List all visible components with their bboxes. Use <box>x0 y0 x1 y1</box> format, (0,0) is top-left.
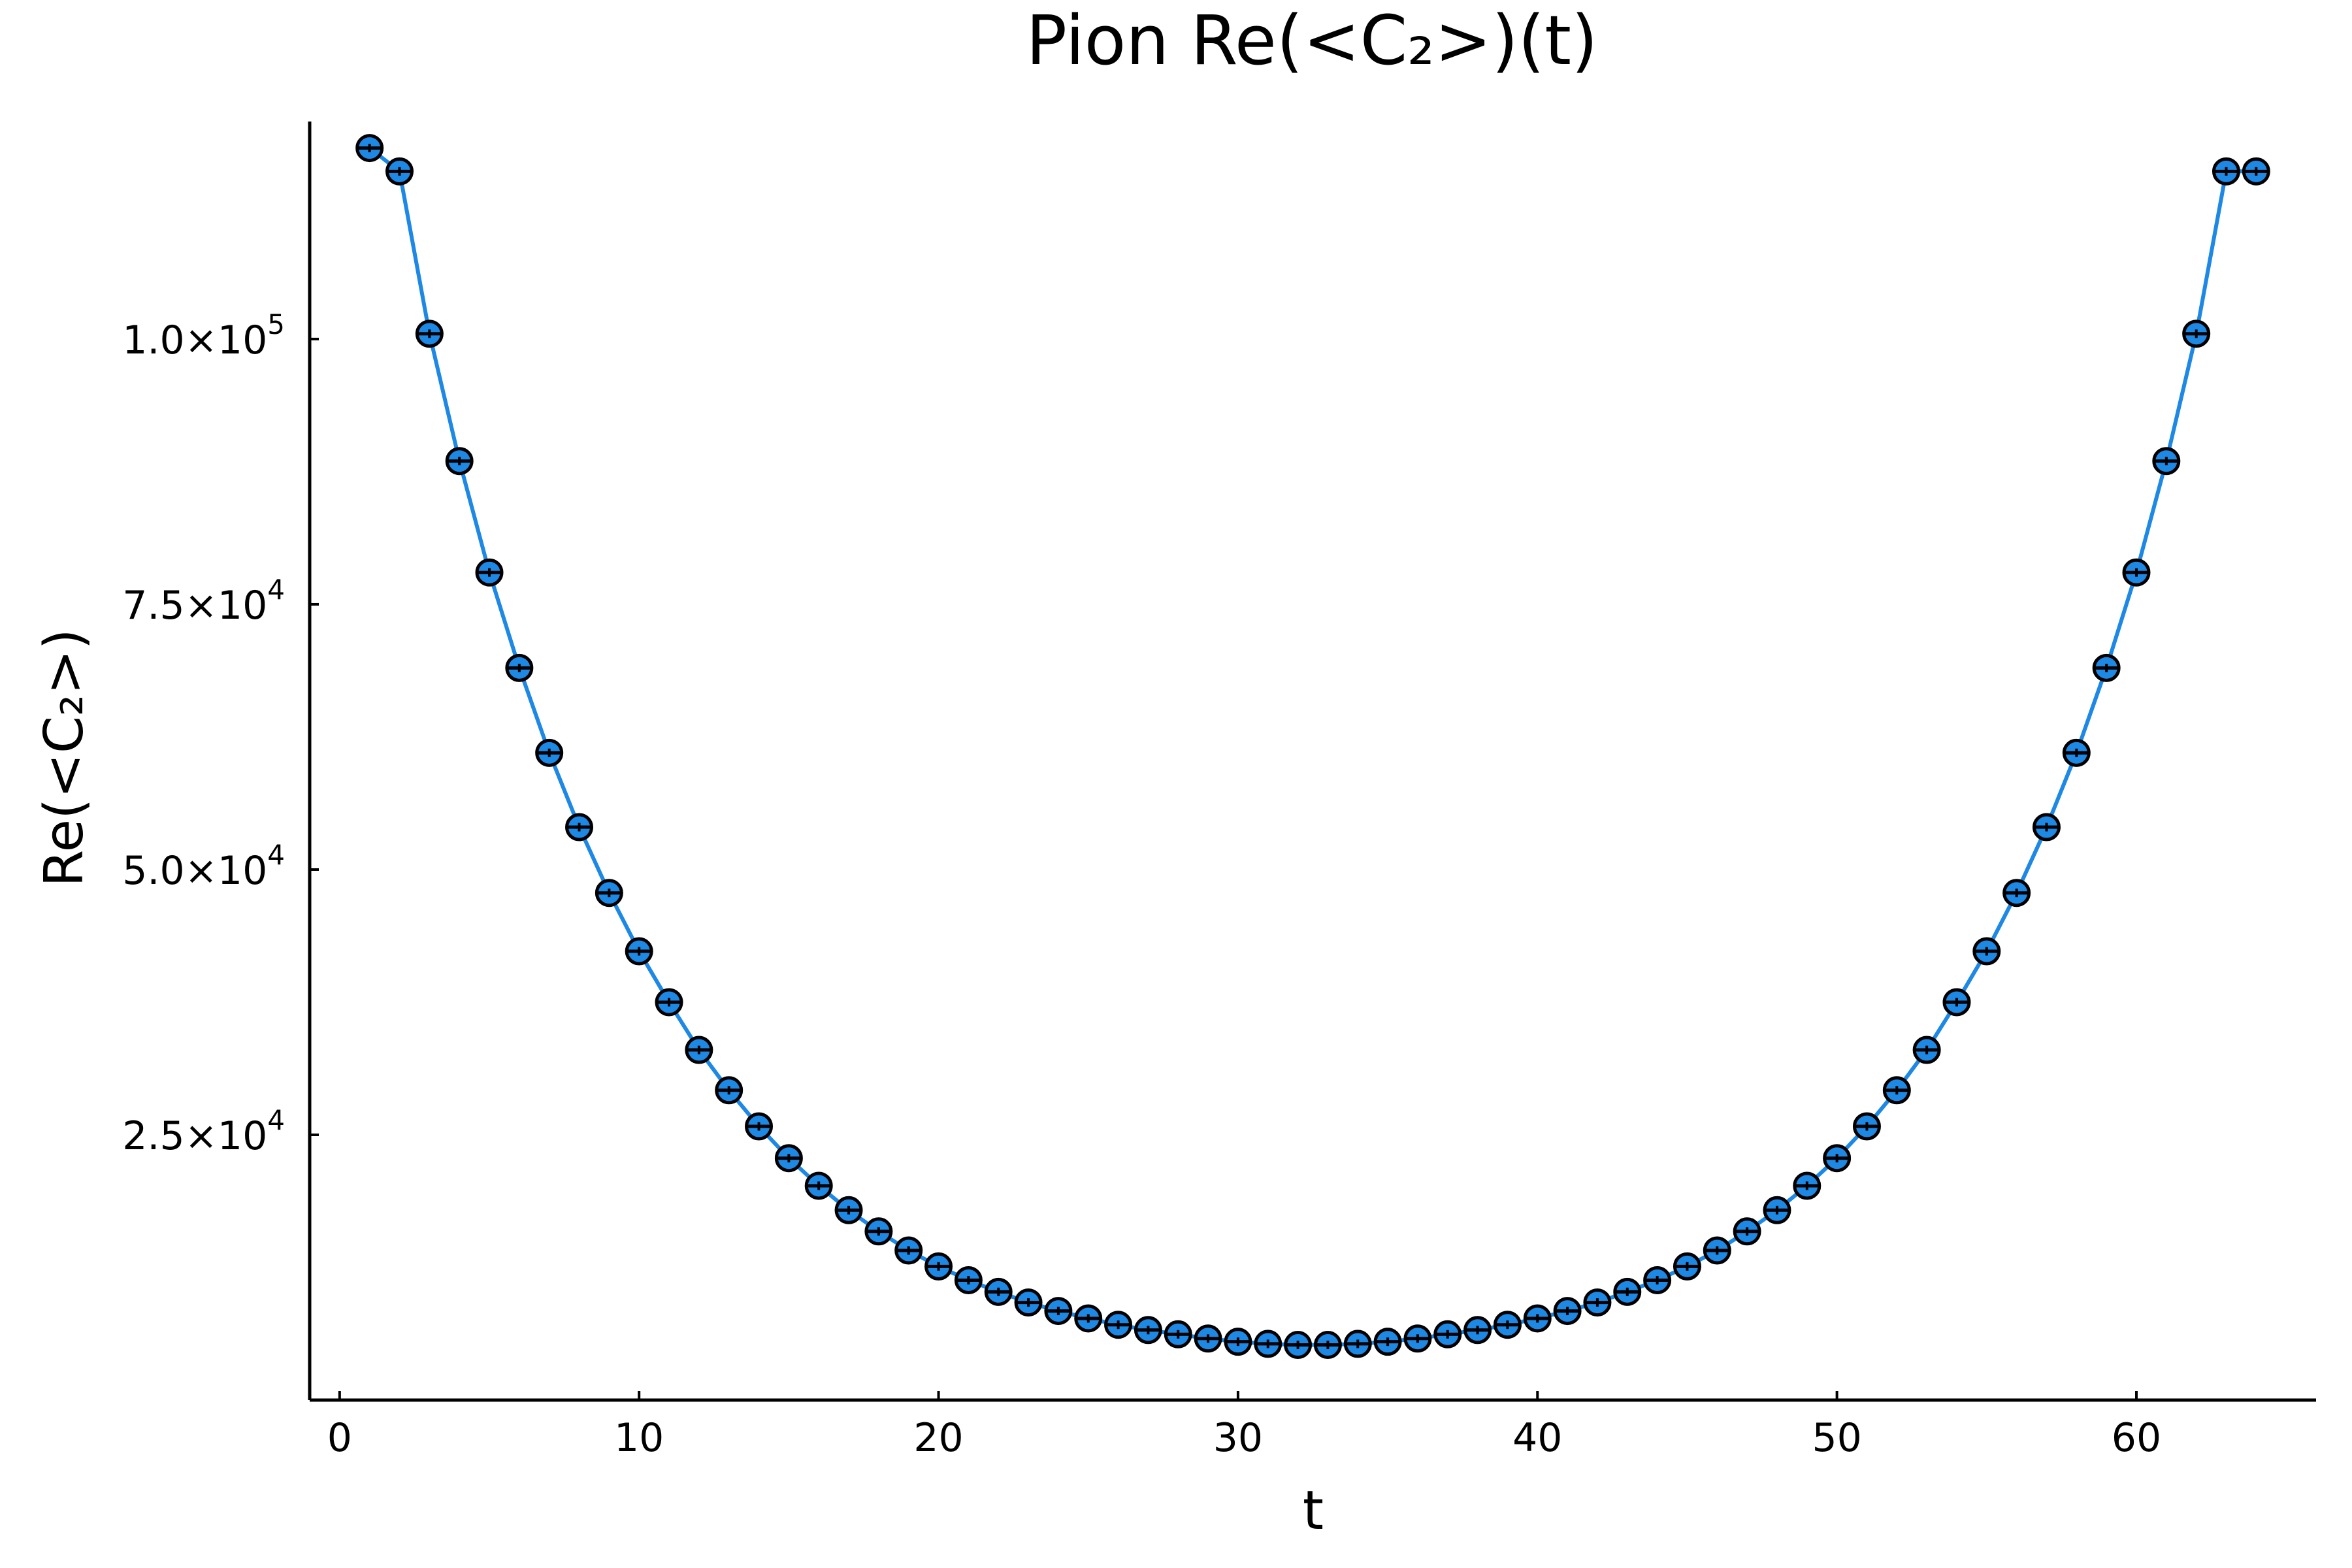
chart-title: Pion Re(<C₂>)(t) <box>1026 1 1597 80</box>
data-point <box>1942 988 1971 1017</box>
x-tick-label: 40 <box>1512 1415 1562 1461</box>
data-point <box>1733 1217 1761 1246</box>
data-point <box>1523 1304 1552 1333</box>
data-point <box>385 157 414 186</box>
x-tick-label: 0 <box>327 1415 352 1461</box>
data-point <box>1254 1330 1282 1358</box>
data-point <box>984 1277 1013 1306</box>
data-point <box>505 653 534 682</box>
axes <box>308 122 2316 1402</box>
data-point <box>1373 1328 1402 1356</box>
data-point <box>1403 1324 1432 1353</box>
data-point <box>1014 1288 1043 1317</box>
y-axis-label: Re(<C₂>) <box>33 629 95 887</box>
data-point <box>655 988 683 1017</box>
data-point <box>685 1036 713 1064</box>
data-point <box>1763 1196 1791 1224</box>
data-point <box>2092 653 2121 682</box>
data-point <box>745 1112 774 1141</box>
data-point <box>625 937 653 966</box>
y-tick-label: 7.5×104 <box>122 574 285 629</box>
data-point <box>1074 1304 1103 1333</box>
data-point <box>355 134 384 163</box>
data-point <box>2122 558 2151 587</box>
data-point <box>1553 1297 1582 1326</box>
data-point <box>1194 1324 1222 1353</box>
data-point <box>1433 1320 1462 1348</box>
data-point <box>1493 1311 1522 1339</box>
data-point <box>774 1144 803 1173</box>
y-tick-label: 2.5×104 <box>122 1104 285 1159</box>
data-point <box>1882 1076 1911 1105</box>
data-point <box>475 558 504 587</box>
x-axis-label: t <box>1303 1480 1324 1542</box>
data-point <box>1044 1297 1073 1326</box>
data-point <box>715 1076 743 1105</box>
data-point <box>2242 157 2270 186</box>
x-tick-label: 10 <box>614 1415 664 1461</box>
y-tick-label: 5.0×104 <box>122 839 285 894</box>
data-point <box>2032 813 2061 841</box>
data-point <box>1224 1328 1252 1356</box>
x-ticks: 0 10 20 30 40 50 60 <box>327 1391 2161 1461</box>
data-point <box>1912 1036 1941 1064</box>
data-point <box>1313 1331 1342 1360</box>
y-tick-exponent: 5 <box>267 308 285 340</box>
series-line <box>368 146 2257 1347</box>
data-point <box>2152 447 2181 476</box>
data-point <box>1823 1144 1852 1173</box>
data-point <box>804 1171 833 1200</box>
data-point <box>2212 157 2240 186</box>
data-point <box>1284 1331 1313 1360</box>
x-tick-label: 60 <box>2112 1415 2161 1461</box>
y-tick-mantissa: 2.5×10 <box>122 1113 267 1159</box>
y-tick-exponent: 4 <box>267 1104 285 1136</box>
data-point <box>565 813 594 841</box>
data-point <box>1852 1112 1881 1141</box>
y-tick-mantissa: 5.0×10 <box>122 848 267 894</box>
data-point <box>1643 1266 1672 1294</box>
data-point <box>535 738 564 767</box>
data-point <box>954 1266 983 1294</box>
data-point <box>1613 1277 1642 1306</box>
series-line-group <box>368 146 2257 1347</box>
x-tick-label: 20 <box>913 1415 963 1461</box>
data-point <box>864 1217 893 1246</box>
data-point <box>2182 319 2211 348</box>
y-tick-mantissa: 1.0×10 <box>122 318 267 363</box>
data-point <box>1793 1171 1821 1200</box>
y-tick-exponent: 4 <box>267 574 285 606</box>
data-point <box>595 879 623 907</box>
data-point <box>894 1236 923 1265</box>
data-point <box>834 1196 863 1224</box>
x-tick-label: 30 <box>1213 1415 1263 1461</box>
data-point <box>924 1252 953 1281</box>
data-point <box>1134 1316 1162 1345</box>
data-point <box>1703 1236 1731 1265</box>
data-point <box>1164 1320 1192 1348</box>
data-point <box>415 319 444 348</box>
data-point <box>1104 1311 1133 1339</box>
x-tick-label: 50 <box>1812 1415 1861 1461</box>
data-point <box>2002 879 2031 907</box>
y-tick-label: 1.0×105 <box>122 308 285 363</box>
data-point <box>1972 937 2001 966</box>
data-point <box>1673 1252 1701 1281</box>
data-point <box>1343 1330 1372 1358</box>
series-points-group <box>355 134 2270 1360</box>
data-point <box>1583 1288 1612 1317</box>
data-point <box>2062 738 2091 767</box>
data-point <box>445 447 474 476</box>
data-point <box>1463 1316 1492 1345</box>
y-tick-exponent: 4 <box>267 839 285 871</box>
y-tick-mantissa: 7.5×10 <box>122 583 267 629</box>
